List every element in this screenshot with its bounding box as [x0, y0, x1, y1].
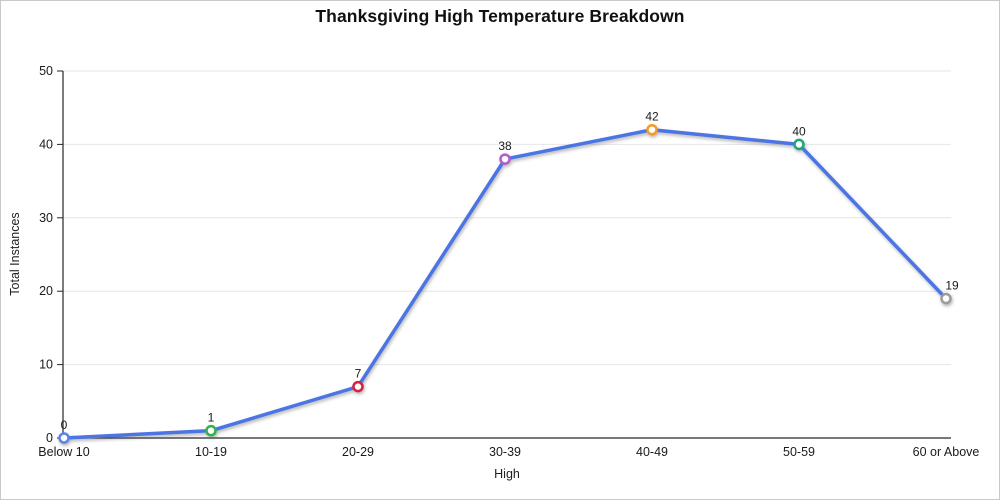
y-tick-label: 50	[39, 64, 53, 78]
data-point-marker[interactable]	[793, 138, 805, 151]
x-axis-title: High	[494, 467, 520, 481]
data-point-label: 38	[498, 139, 512, 153]
data-series	[58, 123, 952, 444]
data-point-marker[interactable]	[646, 123, 658, 136]
x-tick-label: 30-39	[489, 445, 521, 459]
chart-title: Thanksgiving High Temperature Breakdown	[315, 6, 685, 26]
data-point-label: 19	[945, 279, 959, 293]
data-point-marker[interactable]	[352, 380, 364, 393]
y-tick-label: 30	[39, 211, 53, 225]
y-tick-labels: 0 10 20 30 40 50	[39, 64, 53, 445]
x-tick-label: 50-59	[783, 445, 815, 459]
data-point-label: 7	[355, 367, 362, 381]
x-tick-label: 60 or Above	[913, 445, 980, 459]
x-tick-label: 40-49	[636, 445, 668, 459]
data-point-marker[interactable]	[205, 424, 217, 437]
data-point-label: 0	[61, 418, 68, 432]
axes	[57, 70, 951, 439]
data-point-label: 40	[792, 124, 806, 138]
x-tick-label: 20-29	[342, 445, 374, 459]
data-point-marker[interactable]	[58, 432, 70, 444]
gridlines	[63, 70, 951, 366]
x-tick-label: 10-19	[195, 445, 227, 459]
y-tick-label: 0	[46, 431, 53, 445]
data-point-label: 1	[208, 411, 215, 425]
y-tick-label: 40	[39, 137, 53, 151]
x-tick-label: Below 10	[38, 445, 89, 459]
data-point-marker[interactable]	[499, 153, 511, 165]
y-tick-label: 10	[39, 358, 53, 372]
y-tick-label: 20	[39, 284, 53, 298]
data-point-labels: 0 1 7 38 42 40 19	[61, 110, 959, 432]
x-tick-labels: Below 10 10-19 20-29 30-39 40-49 50-59 60 or A…	[38, 445, 979, 459]
data-point-marker[interactable]	[940, 292, 952, 305]
data-point-label: 42	[645, 110, 659, 124]
series-line	[62, 127, 948, 440]
